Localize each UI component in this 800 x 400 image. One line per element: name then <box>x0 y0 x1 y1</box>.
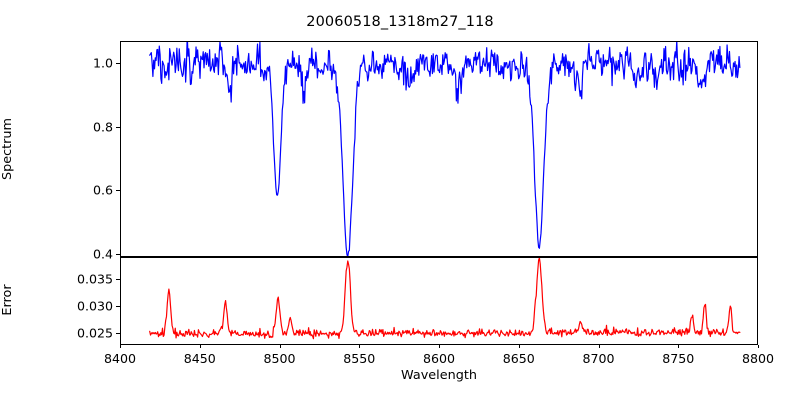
xtick-mark <box>598 344 600 349</box>
xtick-mark <box>678 344 680 349</box>
spectrum-ytick-label: 0.8 <box>92 119 113 135</box>
error-ytick-mark <box>116 279 120 281</box>
spectrum-ytick-mark <box>116 253 120 255</box>
xtick-mark <box>199 344 201 349</box>
xtick-label: 8650 <box>502 350 535 366</box>
error-y-axis-label: Error <box>0 284 15 316</box>
spectrum-panel <box>120 41 758 257</box>
xtick-mark <box>518 344 520 349</box>
xtick-mark <box>279 344 281 349</box>
xtick-label: 8750 <box>662 350 695 366</box>
xtick-label: 8700 <box>582 350 615 366</box>
xtick-label: 8450 <box>183 350 216 366</box>
spectrum-y-axis-label: Spectrum <box>0 117 15 181</box>
xtick-mark <box>359 344 361 349</box>
error-ytick-mark <box>116 332 120 334</box>
xtick-mark <box>120 344 122 349</box>
spectrum-line <box>149 42 741 256</box>
xtick-label: 8600 <box>422 350 456 366</box>
error-ytick-label: 0.035 <box>76 271 113 287</box>
x-axis-label: Wavelength <box>401 368 477 383</box>
xtick-label: 8800 <box>741 350 775 366</box>
spectrum-ytick-label: 0.4 <box>92 246 113 262</box>
error-panel <box>120 256 758 345</box>
spectrum-ytick-mark <box>116 63 120 65</box>
xtick-label: 8550 <box>343 350 376 366</box>
error-ytick-mark <box>116 305 120 307</box>
spectrum-ytick-mark <box>116 190 120 192</box>
xtick-label: 8400 <box>103 350 137 366</box>
spectrum-ytick-mark <box>116 126 120 128</box>
error-line <box>149 257 741 339</box>
error-ytick-label: 0.025 <box>76 325 113 341</box>
xtick-mark <box>758 344 760 349</box>
spectrum-ytick-label: 1.0 <box>92 55 113 71</box>
xtick-label: 8500 <box>263 350 296 366</box>
error-ytick-label: 0.030 <box>76 298 113 314</box>
spectrum-ytick-label: 0.6 <box>92 182 113 198</box>
figure-title: 20060518_1318m27_118 <box>306 14 494 30</box>
xtick-mark <box>439 344 441 349</box>
